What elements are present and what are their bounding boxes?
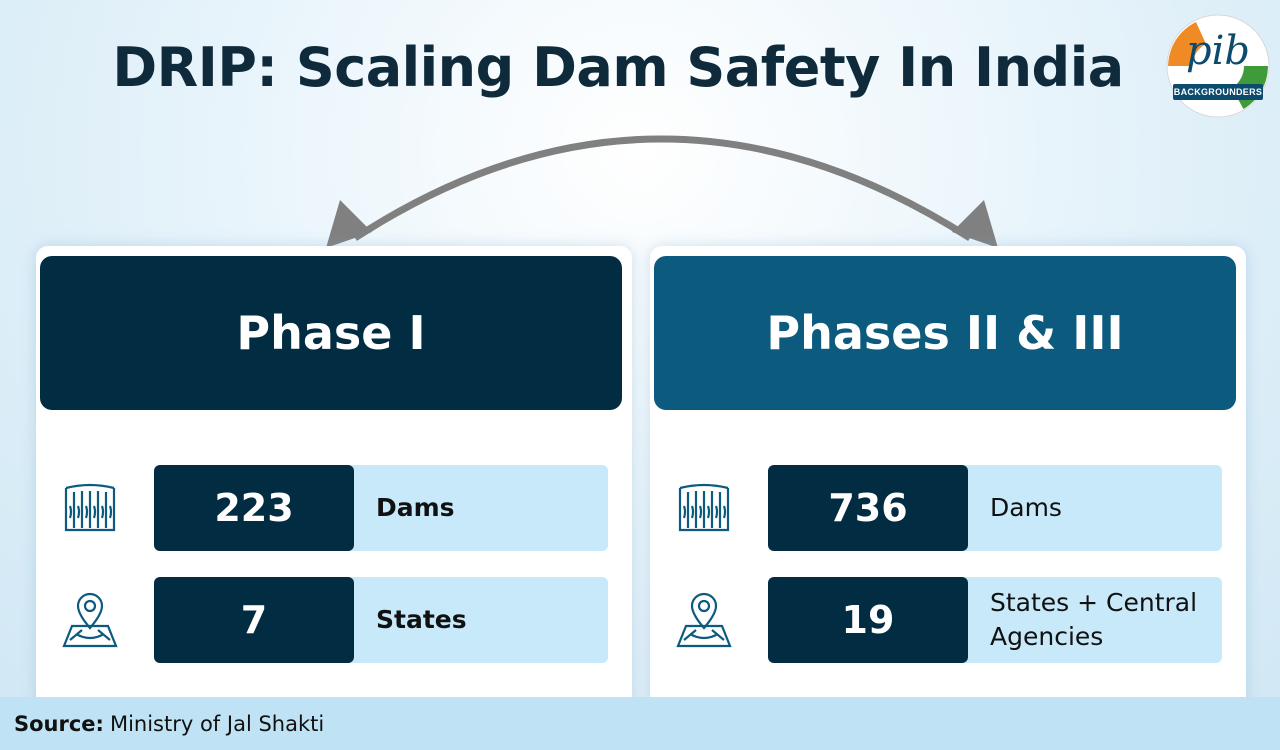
dam-icon [678,483,730,532]
stat-value: 7 [154,577,354,663]
phase-card-2: Phases II & III 736 Dams 19 States + Cen… [650,246,1246,716]
stat-label: States + Central Agencies [990,588,1198,651]
stat-value: 223 [154,465,354,551]
page-title: DRIP: Scaling Dam Safety In India [112,36,1124,99]
logo-name: pib [1185,28,1250,74]
stat-row-states: 19 States + Central Agencies [768,577,1222,663]
logo-label: BACKGROUNDERS [1173,84,1263,100]
phase-title: Phase I [40,256,622,410]
stat-row-dams: 736 Dams [768,465,1222,551]
stat-row-dams: 223 Dams [154,465,608,551]
stat-row-states: 7 States [154,577,608,663]
dam-icon [64,483,116,532]
location-map-icon [676,592,732,648]
stat-value: 19 [768,577,968,663]
stat-label: Dams [990,493,1062,522]
source-key: Source: [14,711,104,736]
source-footer: Source: Ministry of Jal Shakti [0,697,1280,750]
source-value: Ministry of Jal Shakti [109,711,325,736]
phase-title: Phases II & III [654,256,1236,410]
stat-label: States [376,605,467,634]
phase-card-1: Phase I 223 Dams 7 States [36,246,632,716]
stat-label: Dams [376,493,455,522]
location-map-icon [62,592,118,648]
stat-value: 736 [768,465,968,551]
